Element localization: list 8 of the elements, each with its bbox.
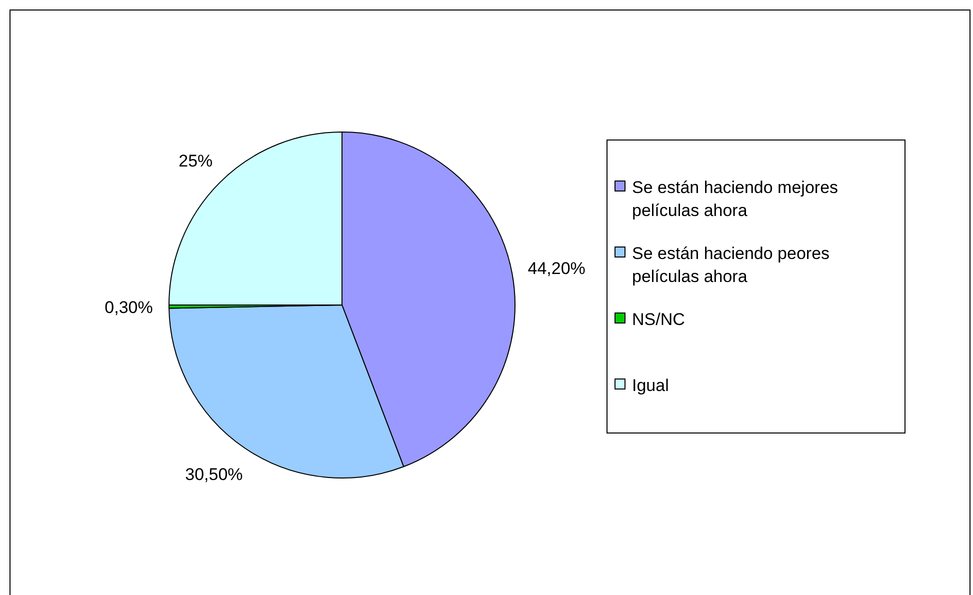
- data-label: 30,50%: [185, 465, 243, 484]
- data-label: 44,20%: [528, 258, 586, 278]
- legend-label: NS/NC: [632, 310, 685, 329]
- legend-label: Se están haciendo peores películas ahora: [632, 244, 830, 286]
- legend-label: Igual: [632, 376, 669, 395]
- legend-label: Se están haciendo mejores películas ahora: [632, 178, 838, 220]
- data-label: 0,30%: [104, 298, 153, 317]
- data-label: 25%: [178, 152, 213, 171]
